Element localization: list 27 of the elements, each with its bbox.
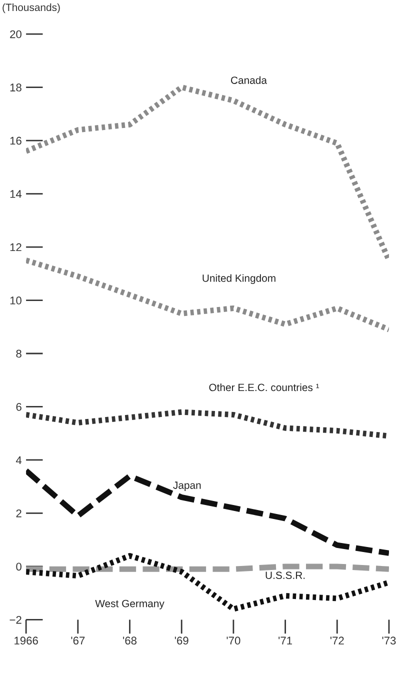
x-tick-label: '67 (71, 636, 85, 645)
y-axis-title: (Thousands) (2, 3, 60, 14)
y-tick-label: 4 (16, 456, 22, 464)
y-tick-label: 8 (16, 350, 22, 358)
x-tick-label: '73 (382, 636, 396, 645)
y-tick-label: 14 (10, 190, 22, 198)
series-label: Japan (173, 482, 201, 491)
text: Other E.E.C. countries ¹ (209, 383, 320, 392)
y-tick-label: 12 (10, 243, 22, 252)
text: West Germany (95, 600, 164, 610)
x-tick-label: '69 (174, 636, 188, 645)
series-label: Canada (231, 76, 267, 84)
y-tick-label: 20 (10, 30, 22, 38)
series-label: U.S.S.R. (266, 572, 305, 579)
y-tick-label: 18 (10, 84, 22, 92)
x-tick-label: '71 (278, 636, 292, 644)
y-tick-label: 10 (10, 296, 22, 304)
y-tick-label: 6 (16, 403, 22, 411)
y-tick-label: 2 (16, 509, 22, 518)
text: United Kingdom (202, 274, 276, 284)
x-tick-label: '70 (226, 636, 240, 645)
y-tick-label: 16 (10, 136, 22, 145)
x-tick-label: '68 (123, 636, 137, 645)
y-tick-label: −2 (10, 616, 22, 624)
x-tick-label: '72 (330, 636, 344, 644)
x-tick-label: 1966 (14, 636, 38, 645)
y-tick-label: 0 (16, 562, 22, 571)
